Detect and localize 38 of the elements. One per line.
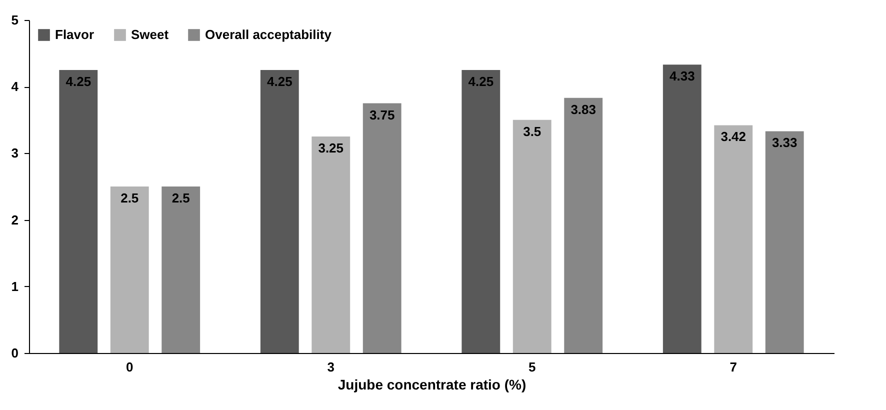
- x-tick-label: 3: [327, 360, 334, 374]
- x-tick-label: 5: [528, 360, 536, 374]
- x-tick-label: 7: [730, 360, 737, 374]
- data-label: 2.5: [120, 190, 139, 206]
- legend-label: Overall acceptability: [205, 27, 332, 42]
- bar: [110, 186, 149, 353]
- data-label: 4.25: [266, 74, 292, 89]
- data-label: 3.83: [570, 102, 596, 117]
- data-label: 3.5: [523, 124, 542, 139]
- legend-label: Sweet: [131, 27, 170, 42]
- data-label: 3.75: [369, 107, 395, 122]
- legend-label: Flavor: [55, 27, 94, 42]
- x-tick-label: 0: [126, 360, 134, 374]
- y-tick-label: 0: [11, 346, 18, 360]
- data-label: 3.42: [720, 129, 746, 144]
- bar: [59, 70, 98, 353]
- data-label: 4.25: [66, 74, 92, 89]
- bar: [162, 186, 200, 353]
- y-tick-label: 5: [11, 12, 18, 28]
- bar: [662, 64, 702, 353]
- x-axis-title: Jujube concentrate ratio (%): [338, 376, 526, 392]
- y-tick-label: 1: [11, 278, 18, 294]
- bar: [362, 103, 402, 353]
- bar: [564, 98, 603, 353]
- bar: [260, 70, 299, 353]
- y-tick-label: 2: [11, 212, 18, 228]
- bar: [714, 125, 753, 353]
- y-tick-label: 3: [11, 146, 18, 161]
- data-label: 3.33: [772, 135, 798, 150]
- data-label: 4.33: [669, 68, 695, 84]
- y-tick-label: 4: [11, 79, 20, 94]
- data-label: 3.25: [318, 140, 344, 156]
- data-label: 4.25: [468, 74, 494, 89]
- bar: [462, 70, 500, 353]
- bar: [512, 120, 552, 353]
- bar: [765, 131, 804, 353]
- data-label: 2.5: [172, 190, 190, 206]
- bar: [312, 136, 350, 353]
